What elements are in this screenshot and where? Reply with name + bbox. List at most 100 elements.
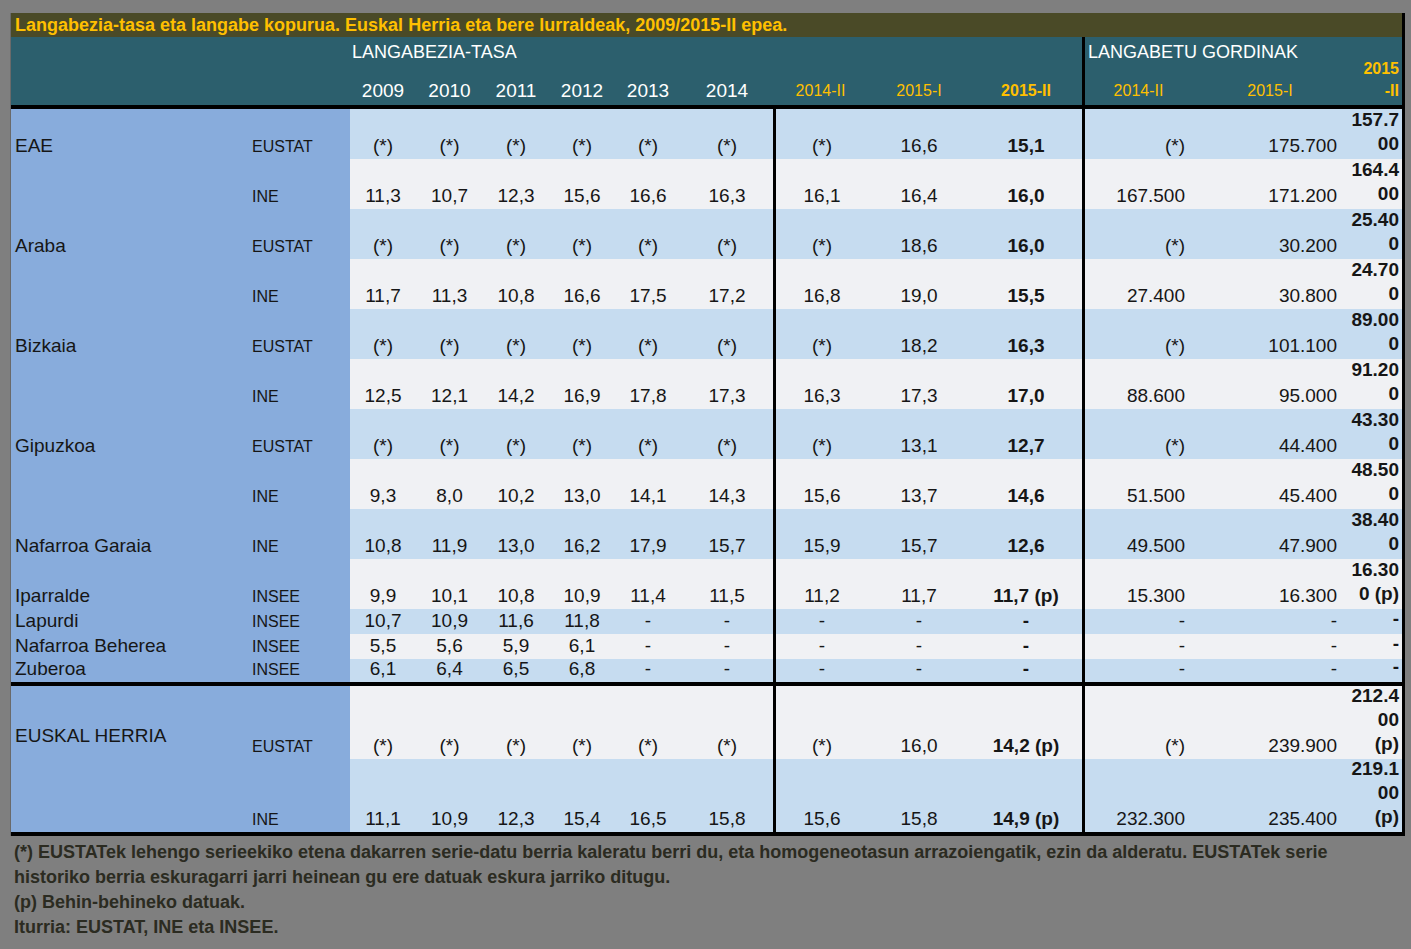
source-label: INE [252,188,279,206]
quarter-rate-cell: 18,6 [868,209,970,259]
quarter-rate-cell: 16,3 [773,359,868,409]
quarter-rate-cell: 11,2 [773,559,868,609]
column-header: 2014-II [1082,58,1195,105]
quarter-rate-cell: - [773,609,868,634]
rate-cell: (*) [350,409,416,459]
source-label: INE [252,488,279,506]
region-label: EUSKAL HERRIA [15,725,166,746]
gross-count-cell: - [1345,609,1402,634]
rate-cell: (*) [350,309,416,359]
rate-cell: (*) [615,109,681,159]
quarter-rate-cell: 12,6 [970,509,1082,559]
source-label: INE [252,811,279,829]
source-label: EUSTAT [252,138,313,156]
source-label: EUSTAT [252,738,313,756]
gross-count-cell: 38.400 [1345,509,1402,559]
rate-cell: (*) [615,309,681,359]
rate-cell: (*) [350,109,416,159]
gross-count-cell: - [1195,634,1345,659]
region-label: EAE [15,135,53,156]
gross-count-value: 212.400 (p) [1351,684,1400,756]
column-header: 2009 [350,58,416,105]
rate-cell: 6,4 [416,659,483,682]
rate-cell: (*) [549,209,615,259]
gross-count-cell: 167.500 [1082,159,1195,209]
quarter-rate-cell: - [773,634,868,659]
region-label: Lapurdi [15,610,78,631]
rate-cell: 5,6 [416,634,483,659]
rate-cell: - [681,659,773,682]
source-label: INE [252,388,279,406]
region-panel-cell: INE [11,359,350,409]
gross-count-cell: (*) [1082,309,1195,359]
table-row: EUSTAT(*)(*)(*)(*)(*)(*)(*)13,112,7(*)44… [11,409,1402,459]
table-row: INSEE5,55,65,96,1-------- [11,634,1402,659]
quarter-rate-cell: - [970,634,1082,659]
source-label: EUSTAT [252,438,313,456]
quarter-rate-cell: 14,2 (p) [970,686,1082,759]
region-label: Bizkaia [15,335,76,356]
source-label: EUSTAT [252,238,313,256]
table-row: EUSTAT(*)(*)(*)(*)(*)(*)(*)18,216,3(*)10… [11,309,1402,359]
rate-cell: 11,3 [416,259,483,309]
table-row: INE12,512,114,216,917,817,316,317,317,08… [11,359,1402,409]
rate-cell: 6,1 [350,659,416,682]
gross-count-cell: 30.200 [1195,209,1345,259]
gross-count-cell: 235.400 [1195,759,1345,832]
rate-cell: 16,3 [681,159,773,209]
quarter-rate-cell: 14,9 (p) [970,759,1082,832]
rate-cell: 12,3 [483,759,549,832]
rate-cell: 15,6 [549,159,615,209]
rate-cell: (*) [416,409,483,459]
rate-cell: 10,8 [483,559,549,609]
rate-cell: 11,3 [350,159,416,209]
report: Langabezia-tasa eta langabe kopurua. Eus… [10,13,1405,836]
rate-cell: (*) [615,409,681,459]
rate-cell: 17,9 [615,509,681,559]
rate-cell: (*) [350,209,416,259]
quarter-rate-cell: 17,0 [970,359,1082,409]
gross-count-cell: 219.100 (p) [1345,759,1402,832]
gross-count-cell: 16.300 [1195,559,1345,609]
header-spacer [11,58,350,105]
page-title: Langabezia-tasa eta langabe kopurua. Eus… [11,13,1402,37]
rate-cell: 10,2 [483,459,549,509]
quarter-rate-cell: 12,7 [970,409,1082,459]
gross-count-cell: 16.300 (p) [1345,559,1402,609]
region-label: Gipuzkoa [15,435,95,456]
region-label: Nafarroa Beherea [15,635,166,656]
rate-cell: 10,9 [416,609,483,634]
rate-cell: (*) [483,686,549,759]
table-row: INSEE10,710,911,611,8-------- [11,609,1402,634]
gross-count-cell: 171.200 [1195,159,1345,209]
quarter-rate-cell: (*) [773,109,868,159]
gross-count-cell: 95.000 [1195,359,1345,409]
gross-count-cell: 88.600 [1082,359,1195,409]
gross-count-value: 16.300 (p) [1351,558,1400,606]
quarter-rate-cell: 16,0 [868,686,970,759]
gross-count-cell: (*) [1082,209,1195,259]
gross-count-cell: (*) [1082,686,1195,759]
quarter-rate-cell: 19,0 [868,259,970,309]
gross-count-value: 219.100 (p) [1351,757,1400,829]
rate-cell: (*) [615,686,681,759]
gross-count-cell: (*) [1082,109,1195,159]
source-label: INSEE [252,638,300,656]
rate-cell: 10,8 [350,509,416,559]
rate-cell: 9,9 [350,559,416,609]
quarter-rate-cell: (*) [773,409,868,459]
quarter-rate-cell: 16,8 [773,259,868,309]
quarter-rate-cell: (*) [773,309,868,359]
gross-count-value: 89.000 [1351,308,1400,356]
quarter-rate-cell: - [868,609,970,634]
quarter-rate-cell: 16,0 [970,209,1082,259]
gross-count-cell: 30.800 [1195,259,1345,309]
gross-count-value: 25.400 [1351,208,1400,256]
rate-cell: - [615,659,681,682]
quarter-rate-cell: (*) [773,209,868,259]
table-row: EUSTAT(*)(*)(*)(*)(*)(*)(*)18,616,0(*)30… [11,209,1402,259]
rate-cell: (*) [549,409,615,459]
rate-cell: (*) [549,109,615,159]
footnotes: (*) EUSTATek lehengo serieekiko etena da… [10,836,1411,940]
rate-cell: 9,3 [350,459,416,509]
